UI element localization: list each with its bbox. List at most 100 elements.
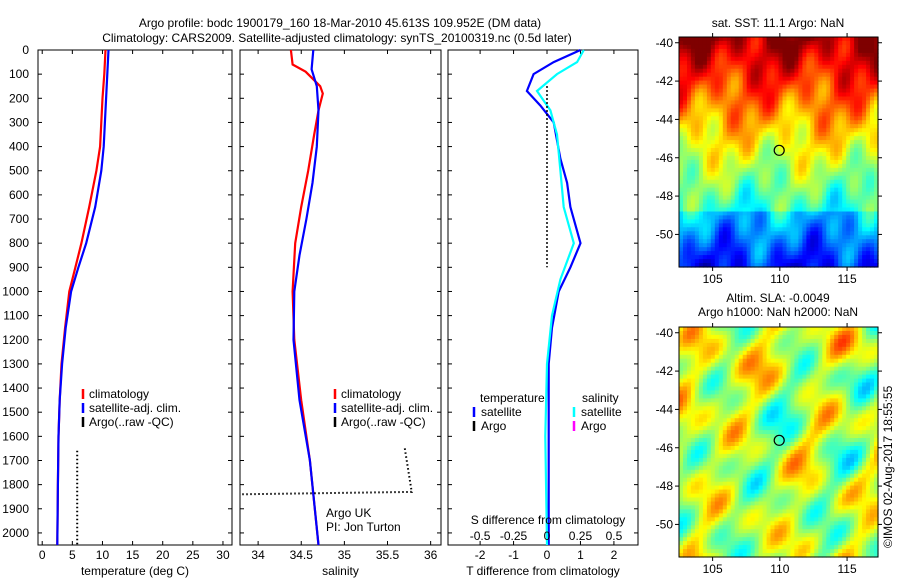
map-cell — [679, 259, 684, 264]
map-cell — [690, 327, 696, 332]
map-cell — [826, 461, 831, 467]
map-cell — [766, 350, 772, 356]
map-cell — [870, 136, 875, 141]
map-cell — [687, 60, 692, 66]
map-cell — [766, 37, 772, 42]
map-cell — [834, 422, 839, 427]
map-cell — [822, 235, 827, 240]
map-cell — [722, 179, 728, 185]
map-cell — [730, 195, 736, 201]
map-cell — [694, 255, 700, 260]
map-cell — [858, 438, 863, 443]
map-cell — [842, 426, 847, 431]
map-cell — [794, 386, 799, 392]
map-cell — [854, 354, 859, 360]
map-cell — [694, 159, 700, 165]
map-cell — [850, 148, 855, 153]
map-cell — [690, 108, 696, 113]
map-cell — [762, 144, 768, 149]
map-cell — [830, 465, 835, 471]
map-cell — [754, 223, 760, 228]
map-cell — [702, 449, 708, 455]
map-cell — [746, 398, 752, 403]
map-cell — [722, 64, 728, 70]
map-cell — [830, 108, 835, 113]
map-cell — [762, 414, 768, 419]
map-cell — [750, 112, 756, 117]
map-cell — [714, 136, 720, 141]
map-cell — [774, 414, 780, 419]
map-cell — [826, 223, 831, 228]
y-tick-label: 100 — [9, 67, 29, 81]
map-cell — [766, 100, 772, 105]
map-cell — [687, 195, 692, 201]
map-cell — [758, 402, 764, 407]
map-cell — [762, 255, 768, 260]
map-cell — [750, 100, 756, 105]
map-cell — [806, 346, 811, 352]
map-cell — [866, 338, 871, 344]
map-cell — [778, 92, 784, 98]
map-cell — [742, 334, 748, 340]
map-cell — [722, 76, 728, 82]
map-cell — [746, 88, 752, 94]
map-cell — [846, 116, 851, 121]
map-cell — [870, 231, 875, 236]
map-cell — [842, 64, 847, 70]
map-cell — [694, 331, 700, 336]
map-cell — [774, 251, 780, 256]
map-cell — [818, 438, 823, 443]
map-cell — [683, 406, 688, 411]
map-cell — [850, 124, 855, 129]
map-cell — [742, 203, 748, 209]
map-cell — [698, 331, 704, 336]
map-cell — [762, 453, 768, 459]
map-cell — [862, 37, 867, 42]
map-cell — [718, 402, 724, 407]
map-cell — [858, 327, 863, 332]
map-cell — [706, 37, 712, 42]
map-cell — [766, 211, 772, 217]
map-cell — [694, 239, 700, 244]
map-cell — [734, 136, 740, 141]
map-cell — [746, 231, 752, 236]
map-cell — [850, 410, 855, 415]
map-cell — [870, 148, 875, 153]
map-cell — [830, 48, 835, 54]
map-cell — [730, 331, 736, 336]
map-cell — [818, 239, 823, 244]
map-cell — [794, 350, 799, 356]
map-cell — [778, 346, 784, 352]
map-cell — [714, 171, 720, 177]
map-cell — [738, 175, 744, 181]
map-cell — [742, 449, 748, 455]
map-cell — [778, 342, 784, 348]
map-cell — [806, 255, 811, 260]
map-cell — [698, 327, 704, 332]
map-cell — [774, 96, 780, 102]
map-cell — [694, 390, 700, 395]
map-cell — [834, 362, 839, 368]
map-cell — [746, 84, 752, 90]
x2-tick-label: 0.25 — [569, 529, 593, 543]
map-cell — [814, 453, 819, 459]
map-cell — [830, 418, 835, 423]
map-cell — [770, 108, 776, 113]
map-cell — [714, 247, 720, 252]
map-cell — [750, 231, 756, 236]
map-cell — [834, 72, 839, 78]
map-cell — [742, 159, 748, 165]
map-cell — [738, 402, 744, 407]
map-cell — [818, 402, 823, 407]
map-cell — [854, 191, 859, 197]
map-cell — [850, 434, 855, 439]
map-cell — [810, 430, 815, 435]
map-cell — [694, 100, 700, 105]
map-cell — [850, 465, 855, 471]
map-cell — [714, 76, 720, 82]
map-cell — [742, 227, 748, 232]
map-cell — [714, 60, 720, 66]
map-cell — [778, 410, 784, 415]
map-cell — [754, 207, 760, 213]
map-cell — [774, 159, 780, 165]
